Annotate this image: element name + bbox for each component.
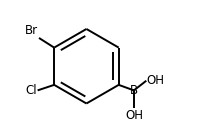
Text: OH: OH bbox=[125, 109, 143, 122]
Text: OH: OH bbox=[147, 74, 165, 87]
Text: Cl: Cl bbox=[25, 84, 37, 97]
Text: B: B bbox=[130, 84, 138, 97]
Text: Br: Br bbox=[25, 24, 38, 37]
